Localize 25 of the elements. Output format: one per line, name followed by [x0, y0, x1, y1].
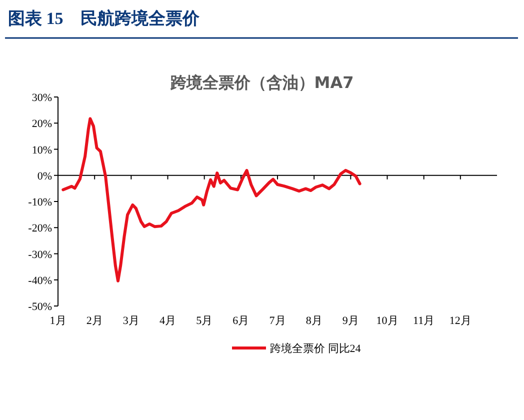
y-tick-label: -30%	[28, 248, 52, 261]
y-tick-label: 20%	[32, 118, 52, 130]
y-tick-label: -40%	[28, 274, 52, 287]
x-tick-label: 11月	[413, 315, 435, 327]
text: 图表 15 民航跨境全票价	[8, 9, 200, 28]
line-series	[62, 117, 362, 282]
y-tick-label: 30%	[32, 92, 52, 104]
x-tick-label: 5月	[196, 315, 213, 327]
x-tick-label: 10月	[376, 315, 398, 327]
x-tick-label: 7月	[269, 315, 286, 327]
x-tick-label: 8月	[306, 315, 322, 327]
x-tick-label: 1月	[50, 315, 66, 327]
x-tick-label: 6月	[232, 315, 250, 327]
x-tick-label: 12月	[449, 315, 472, 327]
x-tick-label: 3月	[122, 315, 140, 327]
legend-label: 跨境全票价 同比24	[270, 342, 362, 355]
y-tick-label: 0%	[37, 170, 52, 182]
chart-title: 跨境全票价（含油）MA7	[169, 73, 354, 92]
x-tick-label: 9月	[342, 315, 359, 327]
y-tick-label: -10%	[28, 196, 52, 208]
y-tick-label: 10%	[32, 144, 52, 156]
y-tick-label: -50%	[28, 301, 52, 313]
y-tick-label: -20%	[28, 222, 52, 235]
x-tick-label: 2月	[86, 315, 103, 327]
x-tick-label: 4月	[160, 315, 176, 327]
